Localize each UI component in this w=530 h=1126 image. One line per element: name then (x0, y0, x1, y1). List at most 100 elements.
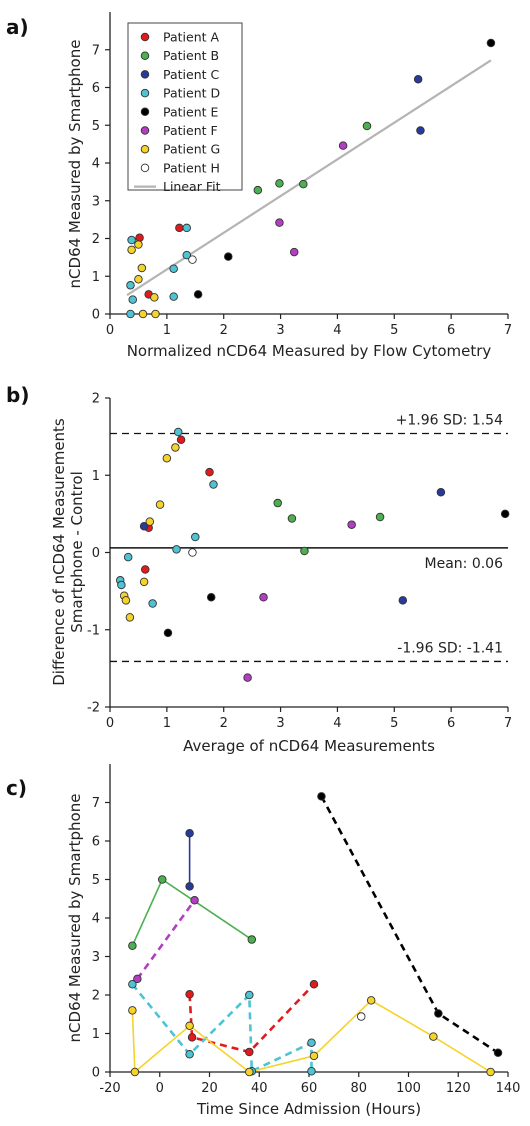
data-point (169, 264, 178, 273)
panel-b-points (115, 427, 510, 682)
x-tick-label: 6 (447, 323, 455, 338)
data-point (125, 613, 135, 622)
data-point (275, 179, 284, 188)
data-point (163, 628, 173, 638)
panel-a-chart: a) 0 1 2 3 4 5 6 7 0 1 2 3 4 5 6 7 Normalized nCD64 Mea… (6, 12, 512, 360)
legend-box (127, 22, 243, 191)
panel-a-x-axis-title: Normalized nCD64 Measured by Flow Cytome… (127, 342, 492, 360)
x-tick-label: 60 (301, 1081, 318, 1096)
data-point (224, 252, 233, 261)
legend-marker (140, 107, 150, 117)
x-tick-label: 40 (251, 1081, 268, 1096)
data-point (187, 1033, 197, 1042)
series-line (136, 899, 196, 980)
data-point (176, 435, 186, 444)
x-tick-label: 6 (447, 716, 455, 731)
x-tick-label: 3 (276, 323, 284, 338)
y-tick-label: -2 (87, 701, 100, 716)
panel-a-ticks: 0 1 2 3 4 5 6 7 0 1 2 3 4 5 6 7 (92, 43, 512, 338)
panel-a-axes (109, 12, 508, 315)
data-point (307, 1066, 316, 1076)
legend-marker (140, 70, 150, 79)
data-point (299, 179, 308, 189)
data-point (243, 673, 252, 682)
x-tick-label: 1 (163, 716, 171, 731)
data-point (175, 223, 184, 233)
data-point (375, 512, 385, 522)
legend-entry: Patient F (163, 123, 218, 138)
data-point (162, 454, 172, 463)
data-point (429, 1032, 438, 1041)
data-point (275, 218, 284, 227)
y-tick-label: 4 (92, 912, 100, 927)
data-point (127, 245, 136, 255)
y-tick-label: 6 (92, 81, 100, 96)
data-point (171, 443, 180, 452)
data-point (185, 1021, 194, 1031)
data-point (206, 593, 216, 602)
data-point (259, 593, 268, 602)
lower-limit-label: -1.96 SD: -1.41 (397, 640, 503, 656)
data-point (134, 240, 143, 249)
series-line (188, 983, 315, 1054)
panel-b-y-axis-title-line1: Difference of nCD64 Measurements (50, 418, 68, 686)
legend-entry: Patient D (163, 86, 220, 101)
data-point (134, 275, 143, 284)
data-point (245, 1067, 254, 1077)
data-point (247, 935, 257, 944)
series-line (320, 795, 499, 1054)
x-tick-label: 7 (504, 716, 512, 731)
x-tick-label: 1 (163, 323, 171, 338)
y-tick-label: 7 (92, 796, 100, 811)
data-point (128, 979, 137, 989)
data-point (128, 941, 137, 950)
x-tick-label: 120 (446, 1081, 471, 1096)
data-point (188, 255, 197, 264)
legend-marker (140, 144, 150, 154)
panel-a-label: a) (6, 15, 29, 39)
y-tick-label: 7 (92, 43, 100, 58)
data-point (416, 126, 425, 135)
data-point (137, 263, 147, 273)
data-point (135, 233, 144, 242)
panel-b-label: b) (6, 383, 29, 407)
data-point (173, 427, 183, 437)
panel-b-chart: b) 0 1 2 3 4 5 6 7 -2 -1 0 1 2 +1.96 SD: 1.54 Mean: … (6, 383, 512, 755)
data-point (182, 223, 192, 233)
x-tick-label: 0 (156, 1081, 164, 1096)
panel-c-points (128, 792, 503, 1077)
y-tick-label: 0 (92, 308, 100, 323)
data-point (169, 292, 178, 301)
panel-a-points (126, 38, 496, 319)
x-tick-label: 7 (504, 323, 512, 338)
y-tick-label: 2 (92, 232, 100, 247)
data-point (128, 295, 137, 304)
data-point (182, 250, 192, 260)
x-tick-label: 5 (390, 716, 398, 731)
panel-c-axes (109, 764, 508, 1073)
data-point (300, 546, 309, 556)
data-point (126, 309, 135, 319)
data-point (317, 792, 326, 801)
x-tick-label: 4 (333, 716, 341, 731)
legend-entry-fit: Linear Fit (163, 179, 221, 194)
y-tick-label: 2 (92, 989, 100, 1004)
data-point (307, 1038, 316, 1047)
data-point (245, 1047, 254, 1057)
data-point (209, 480, 218, 489)
panel-c-lines (131, 795, 499, 1073)
data-point (128, 1006, 137, 1015)
legend-entry: Patient H (163, 160, 220, 175)
data-point (185, 1050, 194, 1059)
panel-a-y-axis-title: nCD64 Measured by Smartphone (66, 40, 84, 289)
data-point (486, 1067, 495, 1077)
legend-entry: Patient E (163, 104, 218, 119)
data-point (130, 1067, 140, 1077)
data-point (188, 548, 197, 557)
y-tick-label: 6 (92, 835, 100, 850)
panel-b-axes (109, 398, 508, 708)
y-tick-label: 5 (92, 119, 100, 134)
